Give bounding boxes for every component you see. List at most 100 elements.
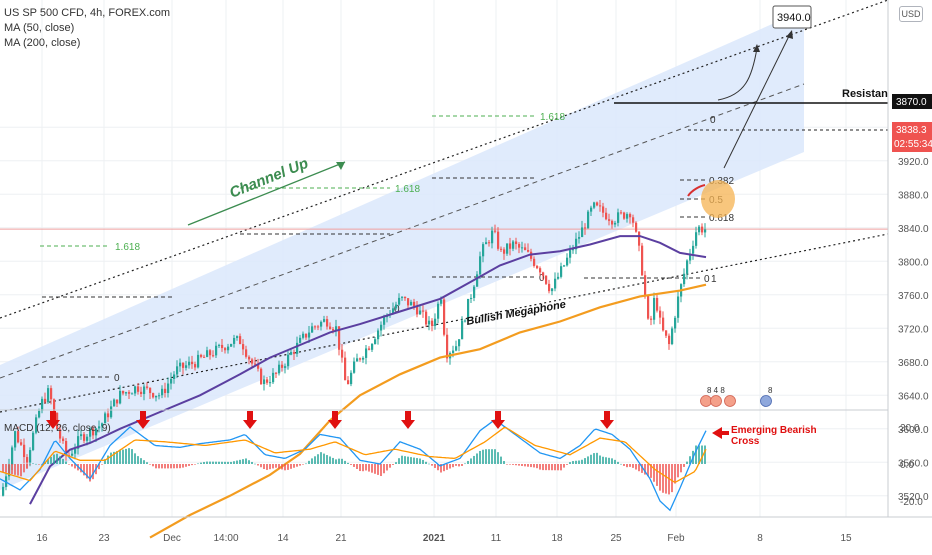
macd-histogram-bar	[599, 455, 601, 464]
candle-body	[230, 343, 233, 347]
macd-histogram-bar	[182, 464, 184, 468]
bearish-arrow	[604, 411, 610, 421]
candle-body	[533, 258, 536, 266]
candle-body	[257, 364, 260, 369]
candle-body	[374, 339, 377, 345]
macd-tick-label: 0.0	[900, 460, 914, 471]
macd-histogram-bar	[485, 449, 487, 464]
macd-histogram-bar	[314, 456, 316, 464]
candle-body	[494, 230, 497, 232]
candle-body	[89, 428, 92, 437]
macd-histogram-bar	[179, 464, 181, 469]
macd-histogram-bar	[650, 464, 652, 478]
emerging-bearish-cross-label: Emerging Bearish Cross	[731, 425, 817, 447]
event-label: 8	[768, 386, 773, 395]
macd-histogram-bar	[521, 464, 523, 466]
macd-histogram-bar	[416, 458, 418, 464]
macd-histogram-bar	[455, 464, 457, 466]
ma50-line	[29, 235, 707, 505]
time-tick-label: 15	[840, 533, 852, 544]
macd-histogram-bar	[134, 453, 136, 464]
candle-body	[290, 352, 293, 355]
candle-body	[401, 296, 404, 298]
target-box	[772, 5, 812, 29]
candle-body	[236, 336, 239, 338]
candle-body	[98, 426, 101, 429]
macd-histogram-bar	[626, 464, 628, 468]
candle-body	[539, 268, 542, 273]
candle-body	[323, 319, 326, 322]
fib-label: 0	[114, 373, 120, 384]
macd-histogram-bar	[332, 457, 334, 464]
macd-histogram-bar	[647, 464, 649, 477]
candle-body	[548, 283, 551, 292]
ma50-legend[interactable]: MA (50, close)	[4, 22, 75, 34]
countdown-label: 02:55:34	[894, 139, 932, 150]
symbol-title[interactable]: US SP 500 CFD, 4h, FOREX.com	[4, 7, 171, 19]
macd-histogram-bar	[362, 464, 364, 472]
price-tick-label: 3800.0	[898, 257, 929, 268]
macd-histogram-bar	[347, 462, 349, 464]
macd-histogram-bar	[170, 464, 172, 469]
currency-button[interactable]: USD	[899, 6, 923, 22]
candle-body	[131, 393, 134, 395]
projection-arrowhead	[753, 44, 760, 52]
candle-body	[686, 260, 689, 274]
macd-histogram-bar	[494, 449, 496, 464]
last-price-label: 3838.3	[896, 125, 927, 136]
megaphone-lower-line	[0, 233, 889, 413]
macd-histogram-bar	[32, 463, 34, 465]
macd-histogram-bar	[413, 457, 415, 464]
candle-body	[491, 230, 494, 244]
macd-histogram-bar	[617, 461, 619, 464]
candle-body	[332, 329, 335, 331]
candle-body	[356, 358, 359, 362]
macd-histogram-bar	[356, 464, 358, 469]
candle-body	[671, 328, 674, 345]
candle-body	[599, 205, 602, 207]
macd-histogram-bar	[512, 464, 514, 465]
macd-histogram-bar	[62, 458, 64, 464]
macd-histogram-bar	[602, 456, 604, 464]
macd-histogram-bar	[452, 464, 454, 468]
candle-body	[134, 386, 137, 394]
event-icon	[710, 395, 722, 407]
macd-histogram-bar	[506, 464, 508, 465]
candle-body	[92, 428, 95, 436]
macd-histogram-bar	[206, 461, 208, 464]
macd-histogram-bar	[377, 464, 379, 475]
trend-lines	[0, 0, 889, 413]
bearish-arrow-head	[46, 420, 60, 429]
macd-histogram-bar	[53, 454, 55, 464]
macd-pane: MACD (12, 26, close, 9) Emerging Bearish C…	[0, 409, 888, 512]
bearish-arrow-head	[401, 420, 415, 429]
ma200-legend[interactable]: MA (200, close)	[4, 37, 81, 49]
bearish-arrow	[495, 411, 501, 421]
candle-body	[173, 374, 176, 379]
macd-tick-label: -20.0	[900, 497, 923, 508]
candle-body	[26, 457, 29, 463]
candle-body	[380, 324, 383, 331]
candle-body	[155, 395, 158, 398]
macd-histogram-bar	[38, 464, 40, 465]
macd-histogram-bar	[128, 448, 130, 464]
candle-body	[170, 378, 173, 384]
candle-body	[167, 383, 170, 394]
candle-body	[578, 237, 581, 239]
candle-body	[287, 354, 290, 367]
macd-histogram-bar	[284, 464, 286, 471]
candle-body	[425, 311, 428, 325]
macd-histogram-bar	[383, 464, 385, 474]
macd-histogram-bar	[131, 449, 133, 464]
macd-histogram-bar	[569, 462, 571, 464]
macd-histogram-bar	[596, 452, 598, 464]
price-tick-label: 3720.0	[898, 324, 929, 335]
candle-body	[284, 366, 287, 368]
candle-body	[14, 431, 17, 448]
candle-body	[542, 272, 545, 276]
macd-histogram-bar	[215, 461, 217, 464]
macd-histogram-bar	[422, 459, 424, 464]
candle-body	[410, 301, 413, 306]
macd-histogram-bar	[329, 456, 331, 464]
